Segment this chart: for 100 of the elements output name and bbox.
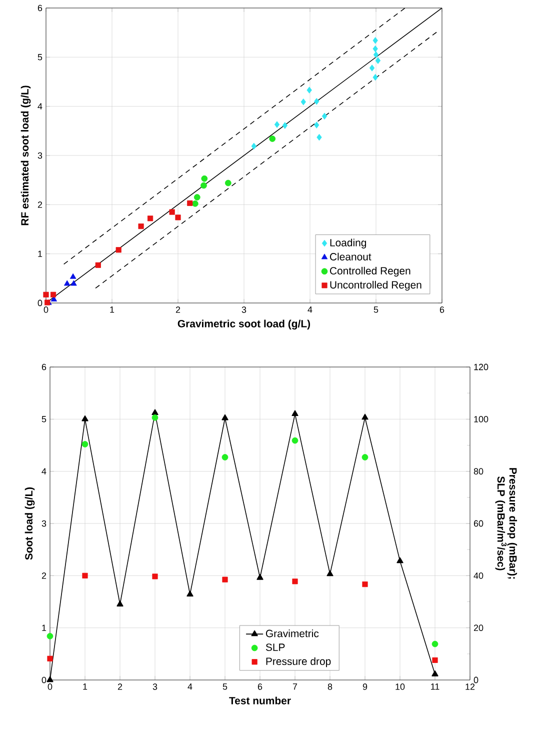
point (292, 410, 298, 416)
point (300, 98, 306, 106)
point (46, 632, 54, 640)
point (116, 247, 122, 253)
point (432, 640, 438, 648)
point (50, 292, 56, 298)
point (82, 572, 88, 578)
point (432, 657, 438, 663)
x-tick-label: 12 (466, 684, 475, 690)
x-tick-label: 3 (242, 306, 246, 313)
y2-tick-label: 80 (474, 468, 484, 475)
y-tick-label: 4 (42, 468, 46, 474)
point (175, 214, 181, 220)
point (306, 86, 312, 94)
x-tick-label: 11 (431, 684, 440, 690)
point (322, 112, 328, 120)
point (138, 224, 144, 230)
point (169, 209, 175, 215)
point (362, 581, 368, 588)
point (224, 180, 232, 186)
point (269, 136, 276, 142)
point (187, 200, 193, 206)
y-tick-label: 6 (38, 4, 42, 12)
point (116, 600, 124, 606)
point (70, 280, 77, 286)
y2-tick-label: 60 (474, 520, 484, 527)
point (372, 37, 378, 44)
legend-label: Cleanout (330, 252, 372, 260)
point (375, 57, 381, 64)
y-tick-label: 1 (38, 250, 42, 257)
y2-tick-label: 20 (474, 624, 484, 632)
y-axis-title: Soot load (g/L) (24, 487, 35, 560)
point (372, 45, 378, 52)
x-tick-label: 1 (110, 306, 114, 313)
x-tick-label: 0 (48, 684, 52, 690)
y-axis-title: RF estimated soot load (g/L) (20, 86, 31, 226)
point (64, 280, 70, 286)
point (222, 454, 228, 460)
point (192, 200, 198, 207)
point (194, 194, 200, 200)
y-tick-label: 6 (42, 364, 46, 370)
x-axis-title: Gravimetric soot load (g/L) (178, 320, 310, 330)
point (147, 216, 154, 222)
y2-tick-label: 0 (474, 676, 478, 684)
x-tick-label: 7 (292, 684, 298, 690)
point (222, 576, 228, 582)
point (95, 262, 101, 268)
x-tick-label: 2 (176, 306, 180, 313)
point (152, 409, 158, 415)
point (251, 142, 256, 150)
x-tick-label: 5 (222, 684, 228, 690)
point (369, 64, 375, 72)
legend-label: SLP (266, 644, 285, 651)
point (47, 656, 53, 662)
point (222, 414, 228, 420)
point (186, 590, 194, 597)
point (201, 175, 208, 182)
point (46, 676, 54, 682)
point (200, 182, 207, 189)
y2-tick-label: 120 (474, 364, 488, 370)
legend-label: Controlled Regen (330, 266, 410, 277)
point (326, 570, 334, 576)
point (152, 574, 158, 580)
y2-tick-label: 40 (474, 572, 484, 579)
point (316, 134, 322, 141)
point (282, 122, 288, 129)
legend-label: Loading (330, 238, 366, 248)
x-tick-label: 6 (440, 306, 444, 313)
x-tick-label: 3 (152, 684, 158, 690)
point (314, 98, 320, 105)
point (362, 454, 368, 460)
point (362, 414, 368, 420)
point (314, 122, 320, 128)
x-axis-title: Test number (229, 696, 291, 704)
y-tick-label: 2 (42, 572, 46, 579)
point (256, 574, 264, 580)
y-tick-label: 0 (42, 676, 46, 684)
x-tick-label: 4 (308, 306, 312, 313)
legend-label: Uncontrolled Regen (330, 280, 422, 291)
point (82, 441, 88, 448)
legend-label: Pressure drop (266, 657, 331, 668)
y-tick-label: 5 (42, 416, 46, 422)
point (70, 273, 76, 279)
y-tick-label: 0 (38, 300, 42, 306)
point (432, 670, 438, 676)
x-tick-label: 6 (258, 684, 262, 690)
point (82, 415, 88, 422)
x-tick-label: 2 (118, 684, 122, 690)
x-tick-label: 8 (328, 684, 332, 690)
point (292, 437, 298, 444)
point (373, 51, 379, 58)
y-tick-label: 4 (38, 103, 42, 110)
point (396, 557, 404, 564)
y-tick-label: 5 (38, 54, 42, 60)
y-tick-label: 1 (42, 624, 46, 631)
point (43, 292, 49, 298)
y-tick-label: 3 (38, 152, 42, 159)
y-tick-label: 3 (42, 520, 46, 527)
point (274, 121, 280, 128)
point (292, 578, 298, 584)
